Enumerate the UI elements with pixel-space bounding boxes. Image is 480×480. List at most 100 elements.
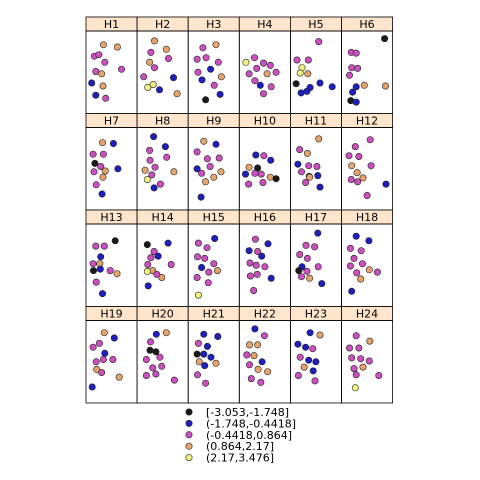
data-point: [359, 174, 367, 182]
strip-label: H11: [305, 115, 327, 128]
data-point: [311, 243, 319, 251]
data-point: [366, 337, 374, 345]
data-point: [100, 329, 108, 337]
data-point: [193, 55, 201, 63]
data-point: [311, 377, 319, 385]
data-point: [149, 364, 157, 372]
panel-h21: H21: [187, 306, 240, 404]
data-point: [164, 239, 172, 247]
legend-item: (-0.4418,0.864]: [185, 429, 292, 442]
data-point: [92, 68, 100, 76]
data-point: [260, 332, 268, 340]
data-point: [212, 140, 220, 148]
data-point: [213, 267, 221, 275]
data-point: [347, 176, 355, 184]
strip-label: H12: [356, 115, 378, 128]
data-point: [250, 352, 258, 360]
data-point: [199, 44, 207, 52]
data-point: [296, 69, 304, 77]
panel-h19: H19: [85, 306, 138, 404]
panel-h22: H22: [238, 306, 291, 404]
panel-h20: H20: [136, 306, 189, 404]
data-point: [267, 274, 275, 282]
data-point: [165, 54, 173, 62]
data-point: [151, 37, 159, 45]
data-point: [348, 64, 356, 72]
data-point: [163, 153, 171, 161]
data-point: [147, 338, 155, 346]
data-point: [205, 268, 213, 276]
data-point: [345, 344, 353, 352]
strip-label: H20: [152, 308, 174, 321]
data-point: [246, 259, 254, 267]
data-point: [348, 287, 356, 295]
data-point: [242, 170, 250, 178]
data-point: [345, 152, 353, 160]
data-point: [363, 192, 371, 200]
data-point: [200, 350, 208, 358]
data-point: [318, 280, 326, 288]
data-point: [110, 334, 118, 342]
strip-label: H5: [308, 18, 323, 31]
data-point: [200, 330, 208, 338]
data-point: [89, 260, 97, 268]
data-point: [251, 77, 259, 85]
data-point: [95, 339, 103, 347]
data-point: [316, 331, 324, 339]
data-point: [316, 79, 324, 87]
data-point: [358, 260, 366, 268]
panel-h12: H12: [341, 113, 393, 211]
data-point: [156, 86, 164, 94]
data-point: [198, 76, 206, 84]
panel-frame: [341, 320, 393, 404]
data-point: [254, 341, 262, 349]
data-point: [366, 136, 374, 144]
data-point: [365, 266, 373, 274]
data-point: [214, 58, 222, 66]
data-point: [202, 54, 210, 62]
data-point: [99, 173, 107, 181]
data-point: [212, 359, 220, 367]
panel-h10: H10: [238, 113, 291, 211]
data-point: [351, 384, 359, 392]
data-point: [146, 346, 154, 354]
legend-item: (2.17,3.476]: [185, 452, 274, 465]
data-point: [99, 150, 107, 158]
data-point: [251, 325, 259, 333]
data-point: [99, 355, 107, 363]
data-point: [309, 367, 317, 375]
data-point: [210, 81, 218, 89]
data-point: [197, 193, 205, 201]
strip-label: H19: [100, 308, 122, 321]
data-point: [348, 354, 356, 362]
data-point: [92, 91, 100, 99]
data-point: [156, 353, 164, 361]
data-point: [93, 365, 101, 373]
data-point: [264, 240, 272, 248]
strip-label: H13: [100, 211, 122, 224]
data-point: [348, 162, 356, 170]
data-point: [266, 173, 274, 181]
panel-h3: H3: [187, 16, 240, 114]
data-point: [292, 80, 300, 88]
data-point: [257, 170, 265, 178]
data-point: [193, 165, 201, 173]
data-point: [158, 273, 166, 281]
data-point: [296, 146, 304, 154]
data-point: [140, 73, 148, 81]
data-point: [142, 371, 150, 379]
data-point: [142, 355, 150, 363]
strip-label: H24: [356, 308, 378, 321]
data-point: [259, 59, 267, 67]
data-point: [207, 353, 215, 361]
data-point: [258, 358, 266, 366]
data-point: [201, 254, 209, 262]
data-point: [246, 341, 254, 349]
strip-label: H7: [104, 115, 119, 128]
data-point: [259, 90, 267, 98]
strip-label: H18: [356, 211, 378, 224]
data-point: [206, 163, 214, 171]
data-point: [193, 148, 201, 156]
strip-label: H14: [152, 211, 174, 224]
